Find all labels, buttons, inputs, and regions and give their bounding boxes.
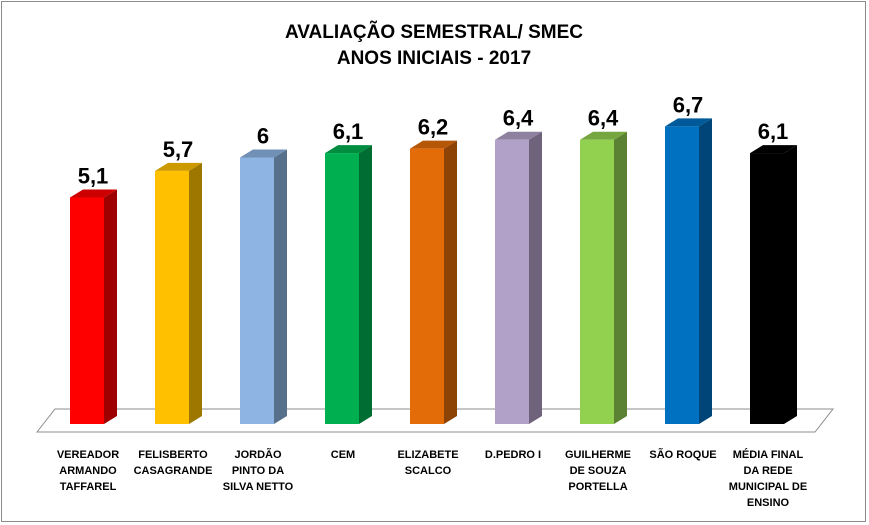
value-label: 5,1: [78, 163, 109, 188]
value-labels: 5,1 5,7 6 6,1 6,2 6,4 6,4 6,7 6,1: [78, 92, 789, 188]
bar-side: [104, 189, 117, 424]
bar-front: [495, 139, 529, 424]
bar-top: [580, 131, 627, 140]
value-label: 6: [257, 124, 269, 149]
bar-1: [70, 189, 117, 424]
bar-front: [410, 148, 444, 424]
chart-title: AVALIAÇÃO SEMESTRAL/ SMEC: [285, 21, 583, 43]
bar-4: [325, 145, 372, 424]
bar-side: [784, 145, 797, 424]
bar-top: [410, 140, 457, 149]
value-label: 6,2: [418, 115, 449, 140]
category-label: D.PEDRO I: [485, 449, 541, 461]
bar-7: [580, 131, 627, 424]
bar-front: [155, 170, 189, 424]
bar-front: [750, 153, 784, 424]
bar-top: [495, 131, 542, 140]
category-label: JORDÃO PINTO DA SILVA NETTO: [223, 448, 294, 493]
category-label: GUILHERME DE SOUZA PORTELLA: [565, 449, 631, 493]
category-labels: VEREADOR ARMANDO TAFFAREL FELISBERTO CASAGRA…: [57, 448, 807, 509]
category-label: MÉDIA FINAL DA REDE MUNICIPAL DE ENSINO: [729, 448, 807, 509]
bar-side: [699, 118, 712, 424]
bar-8: [665, 118, 712, 424]
category-label: FELISBERTO CASAGRANDE: [134, 449, 213, 477]
bar-top: [70, 189, 117, 198]
bar-side: [189, 162, 202, 424]
category-label: VEREADOR ARMANDO TAFFAREL: [57, 449, 119, 493]
bar-9: [750, 145, 797, 424]
bar-side: [444, 140, 457, 424]
bar-front: [325, 153, 359, 424]
bar-3: [240, 149, 287, 424]
bar-side: [359, 145, 372, 424]
bar-front: [580, 139, 614, 424]
bar-side: [274, 149, 287, 424]
value-label: 6,7: [673, 92, 704, 117]
bar-top: [155, 162, 202, 171]
bar-series: [70, 118, 797, 424]
bar-side: [614, 131, 627, 424]
value-label: 6,1: [758, 119, 789, 144]
bar-top: [325, 145, 372, 154]
bar-5: [410, 140, 457, 424]
bar-top: [240, 149, 287, 158]
bar-top: [665, 118, 712, 127]
bar-front: [240, 157, 274, 424]
category-label: SÃO ROQUE: [649, 448, 716, 461]
bar-6: [495, 131, 542, 424]
bar-front: [70, 197, 104, 424]
bar-top: [750, 145, 797, 154]
value-label: 6,1: [333, 119, 364, 144]
bar-front: [665, 126, 699, 424]
bar-side: [529, 131, 542, 424]
chart-subtitle: ANOS INICIAIS - 2017: [337, 48, 531, 69]
value-label: 6,4: [503, 106, 534, 131]
bar-2: [155, 162, 202, 424]
category-label: ELIZABETE SCALCO: [397, 449, 458, 477]
value-label: 5,7: [163, 137, 194, 162]
category-label: CEM: [331, 449, 355, 461]
value-label: 6,4: [588, 106, 619, 131]
